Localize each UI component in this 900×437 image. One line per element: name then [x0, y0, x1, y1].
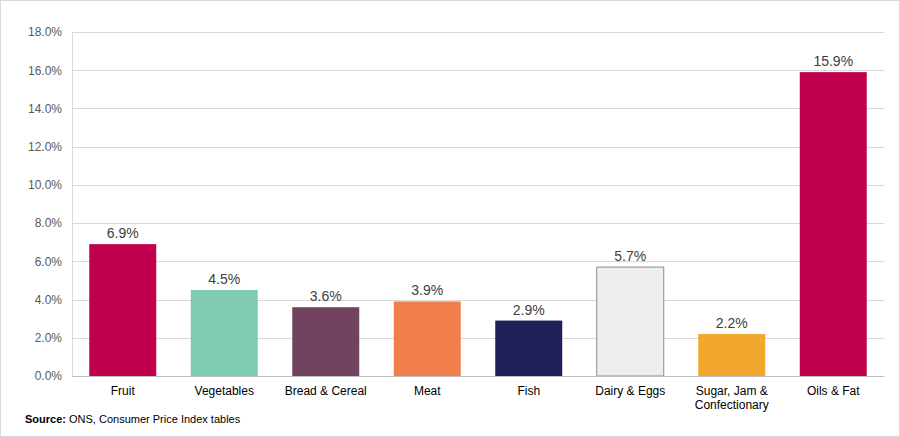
x-tick: Fruit	[111, 376, 136, 398]
chart-frame	[1, 1, 900, 437]
y-tick: 10.0%	[28, 178, 72, 192]
y-tick-label: 12.0%	[28, 140, 62, 154]
grid-line	[72, 147, 884, 148]
bar	[698, 334, 765, 376]
bar	[800, 72, 867, 376]
x-tick-label: Dairy & Eggs	[595, 384, 665, 398]
y-tick: 16.0%	[28, 64, 72, 78]
y-tick-label: 6.0%	[35, 255, 63, 269]
y-axis-line	[72, 33, 73, 377]
y-tick-label: 16.0%	[28, 64, 62, 78]
grid-line	[72, 223, 884, 224]
data-label: 2.9%	[513, 302, 545, 318]
x-tick: Vegetables	[195, 376, 254, 398]
y-tick-label: 14.0%	[28, 102, 62, 116]
x-tick: Dairy & Eggs	[595, 376, 665, 398]
data-label: 3.9%	[411, 282, 443, 298]
y-tick-label: 2.0%	[35, 331, 63, 345]
grid-line	[72, 261, 884, 262]
grid-line	[72, 108, 884, 109]
x-tick-label-line: Oils & Fat	[807, 384, 860, 398]
y-tick: 4.0%	[35, 293, 72, 307]
bar	[495, 321, 562, 376]
x-tick-label: Sugar, Jam &Confectionary	[695, 384, 769, 412]
grid	[72, 33, 884, 377]
grid-line	[72, 70, 884, 71]
x-tick-label: Oils & Fat	[807, 384, 860, 398]
x-tick-label-line: Sugar, Jam &	[696, 384, 768, 398]
x-tick-label: Meat	[414, 384, 441, 398]
y-tick-label: 0.0%	[35, 369, 63, 383]
x-tick-label: Bread & Cereal	[285, 384, 367, 398]
x-tick-label-line: Fruit	[111, 384, 136, 398]
x-tick-label-line: Confectionary	[695, 398, 769, 412]
y-tick: 8.0%	[35, 216, 72, 230]
data-label: 5.7%	[614, 248, 646, 264]
data-label: 15.9%	[813, 53, 853, 69]
x-tick-label-line: Dairy & Eggs	[595, 384, 665, 398]
data-label: 6.9%	[107, 225, 139, 241]
x-tick-label: Vegetables	[195, 384, 254, 398]
plot: 0.0% 2.0% 4.0% 6.0% 8.0% 10.0% 12.0% 14.0% 16.0%…	[28, 25, 885, 412]
data-labels: 6.9% 4.5% 3.6% 3.9% 2.9% 5.7% 2.2% 15.9%	[107, 53, 853, 331]
x-tick-label-line: Meat	[414, 384, 441, 398]
bar	[597, 267, 664, 376]
x-tick-label: Fish	[517, 384, 540, 398]
x-tick-label-line: Fish	[517, 384, 540, 398]
y-tick-label: 18.0%	[28, 25, 62, 39]
bars	[89, 72, 866, 376]
y-tick-label: 10.0%	[28, 178, 62, 192]
x-tick-label-line: Vegetables	[195, 384, 254, 398]
x-tick-label-line: Bread & Cereal	[285, 384, 367, 398]
x-tick: Bread & Cereal	[285, 376, 367, 398]
y-tick: 12.0%	[28, 140, 72, 154]
y-tick-label: 8.0%	[35, 216, 63, 230]
source-lead: Source:	[25, 413, 66, 425]
y-tick: 0.0%	[35, 369, 72, 383]
x-tick-label: Fruit	[111, 384, 136, 398]
data-label: 3.6%	[310, 288, 342, 304]
grid-line	[72, 376, 884, 377]
bar	[191, 290, 258, 376]
grid-line	[72, 32, 884, 33]
bar	[394, 301, 461, 376]
y-tick-label: 4.0%	[35, 293, 63, 307]
bar	[89, 244, 156, 376]
grid-line	[72, 185, 884, 186]
x-axis: Fruit Vegetables Bread & Cereal Meat Fish Dai…	[73, 376, 885, 412]
y-tick: 2.0%	[35, 331, 72, 345]
y-tick: 6.0%	[35, 255, 72, 269]
y-axis: 0.0% 2.0% 4.0% 6.0% 8.0% 10.0% 12.0% 14.0% 16.0%…	[28, 25, 73, 383]
data-label: 4.5%	[208, 271, 240, 287]
bar	[292, 307, 359, 376]
source-body: ONS, Consumer Price Index tables	[66, 413, 241, 425]
source-note: Source: ONS, Consumer Price Index tables	[25, 413, 241, 425]
chart: 0.0% 2.0% 4.0% 6.0% 8.0% 10.0% 12.0% 14.0% 16.0%…	[0, 0, 900, 437]
y-tick: 14.0%	[28, 102, 72, 116]
data-label: 2.2%	[716, 315, 748, 331]
x-axis-line	[73, 376, 885, 377]
x-tick: Fish	[517, 376, 540, 398]
y-tick: 18.0%	[28, 25, 72, 39]
x-tick: Sugar, Jam &Confectionary	[695, 376, 769, 412]
x-tick: Meat	[414, 376, 441, 398]
x-tick: Oils & Fat	[807, 376, 860, 398]
